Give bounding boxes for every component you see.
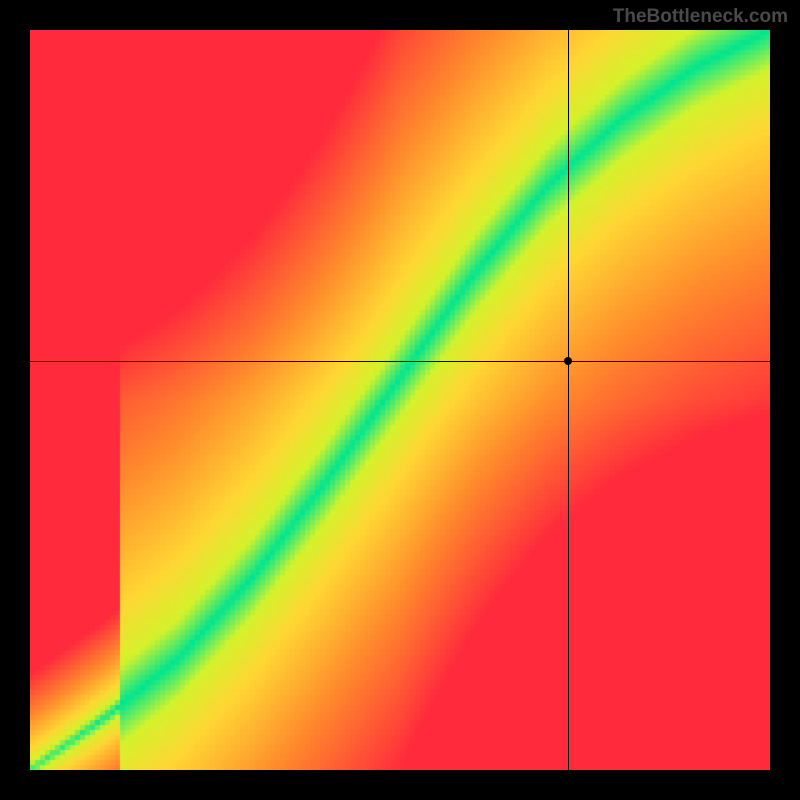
heatmap-canvas xyxy=(30,30,770,770)
marker-point xyxy=(564,357,572,365)
watermark-text: TheBottleneck.com xyxy=(613,6,788,28)
crosshair-horizontal xyxy=(30,361,770,362)
crosshair-vertical xyxy=(568,30,569,770)
heatmap-plot xyxy=(30,30,770,770)
